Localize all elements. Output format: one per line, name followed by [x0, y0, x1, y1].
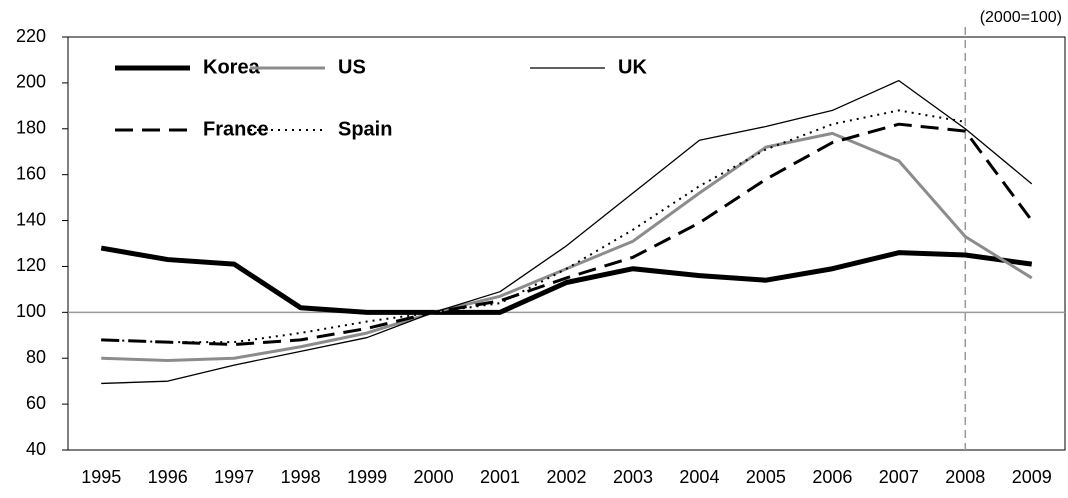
- annotation: (2000=100): [980, 9, 1062, 26]
- x-tick-label: 1996: [148, 467, 188, 487]
- y-tick-label: 160: [16, 163, 46, 183]
- legend-label: France: [203, 118, 269, 140]
- y-tick-label: 180: [16, 118, 46, 138]
- y-tick-label: 220: [16, 26, 46, 46]
- x-tick-label: 2003: [613, 467, 653, 487]
- legend-label: UK: [618, 56, 647, 78]
- y-tick-label: 140: [16, 209, 46, 229]
- x-tick-label: 2000: [414, 467, 454, 487]
- series-line: [101, 79, 1033, 385]
- y-tick-label: 40: [26, 439, 46, 459]
- x-tick-label: 1995: [81, 467, 121, 487]
- legend-label: Korea: [203, 56, 261, 78]
- x-tick-label: 2006: [812, 467, 852, 487]
- x-tick-label: 2002: [546, 467, 586, 487]
- x-tick-label: 2001: [480, 467, 520, 487]
- y-tick-label: 120: [16, 255, 46, 275]
- series-line: [101, 131, 1033, 363]
- series-line: [101, 109, 966, 344]
- legend-label: US: [338, 56, 366, 78]
- y-tick-label: 200: [16, 72, 46, 92]
- x-tick-label: 2009: [1012, 467, 1052, 487]
- x-tick-label: 2004: [679, 467, 719, 487]
- x-tick-label: 1997: [214, 467, 254, 487]
- plot-frame: [67, 36, 1066, 451]
- series-line: [100, 245, 1033, 315]
- x-tick-label: 2008: [945, 467, 985, 487]
- y-tick-label: 100: [16, 301, 46, 321]
- legend-label: Spain: [338, 118, 392, 140]
- series-line: [101, 122, 1033, 346]
- y-tick-label: 80: [26, 347, 46, 367]
- x-tick-label: 2007: [879, 467, 919, 487]
- x-tick-label: 1998: [281, 467, 321, 487]
- y-tick-label: 60: [26, 393, 46, 413]
- x-tick-label: 1999: [347, 467, 387, 487]
- x-tick-label: 2005: [746, 467, 786, 487]
